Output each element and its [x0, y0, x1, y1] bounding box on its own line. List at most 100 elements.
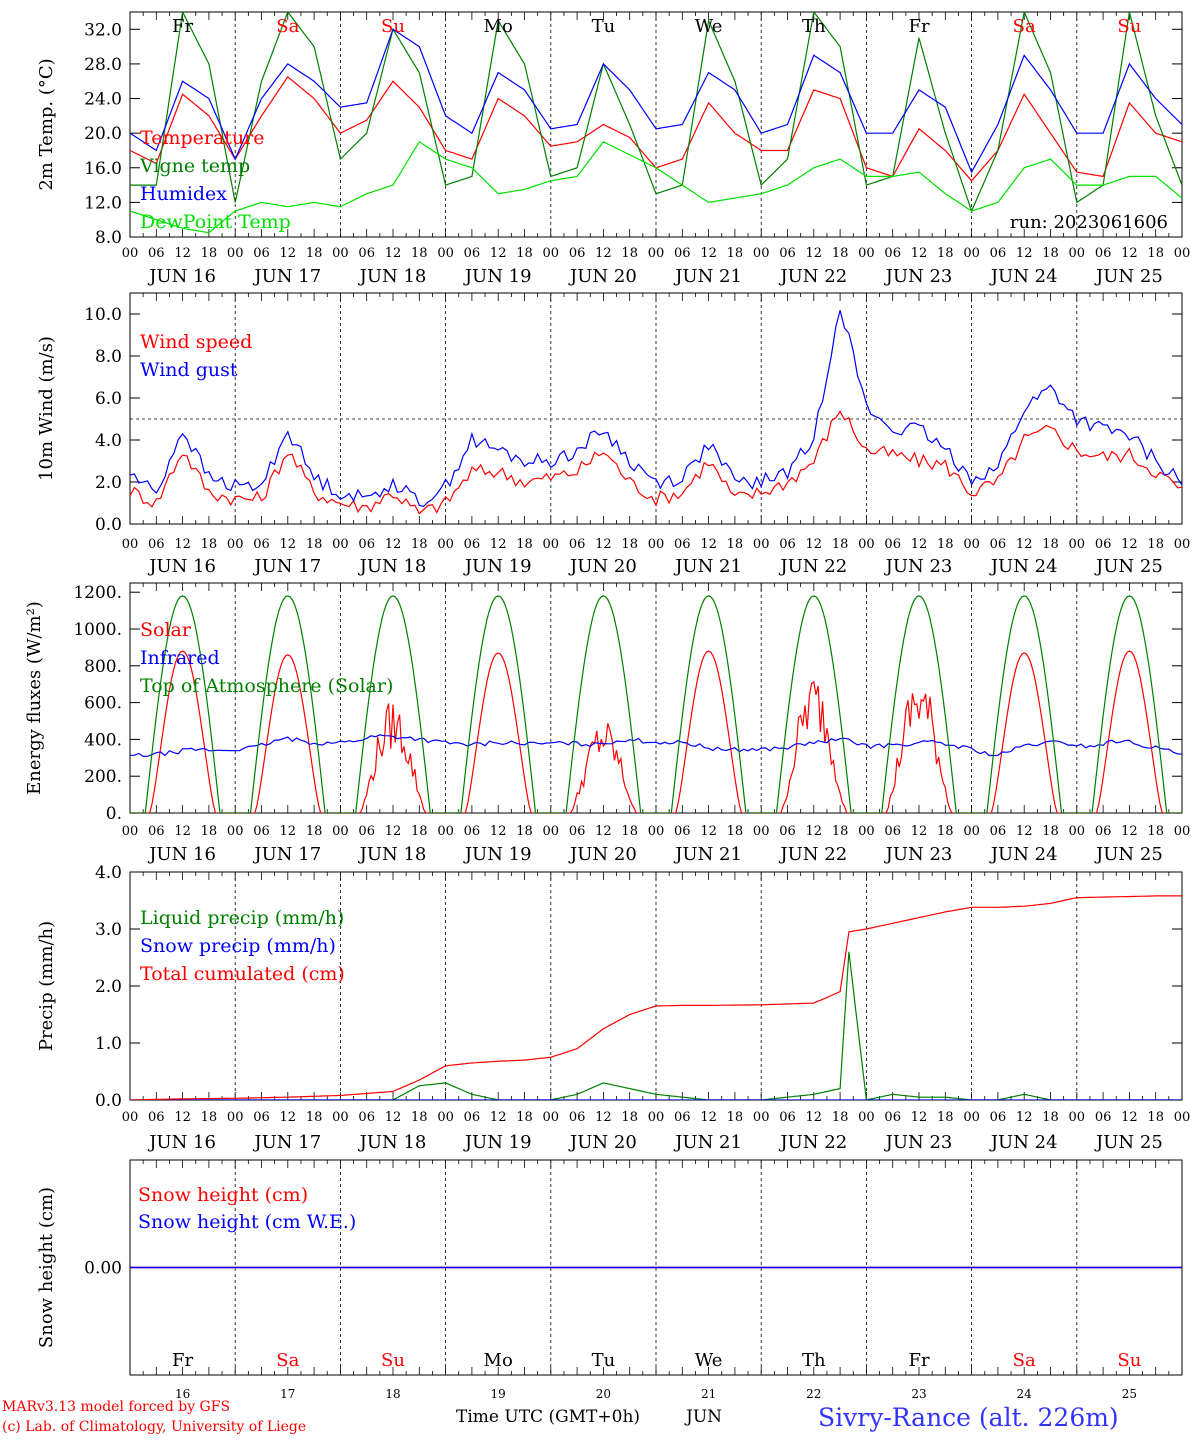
x-hour-label: 12: [1121, 537, 1138, 552]
day-number-label: 19: [491, 1387, 506, 1401]
x-hour-label: 18: [937, 537, 954, 552]
x-hour-label: 00: [543, 537, 560, 552]
x-hour-label: 06: [1095, 537, 1112, 552]
weekday-label: Su: [381, 16, 405, 37]
x-date-label: JUN 16: [147, 266, 216, 287]
x-hour-label: 00: [437, 824, 454, 839]
x-date-label: JUN 24: [989, 844, 1058, 865]
x-hour-label: 00: [1174, 1110, 1191, 1125]
x-hour-label: 00: [227, 246, 244, 261]
x-hour-label: 06: [253, 246, 270, 261]
x-hour-label: 00: [227, 1110, 244, 1125]
x-hour-label: 00: [648, 824, 665, 839]
x-hour-label: 00: [963, 1110, 980, 1125]
x-hour-label: 06: [569, 246, 586, 261]
y-tick-label: 20.0: [84, 124, 122, 144]
x-date-label: JUN 25: [1094, 1132, 1163, 1153]
x-date-label: JUN 25: [1094, 266, 1163, 287]
x-hour-label: 12: [700, 824, 717, 839]
x-hour-label: 06: [779, 246, 796, 261]
x-date-label: JUN 20: [568, 844, 637, 865]
x-hour-label: 00: [437, 1110, 454, 1125]
weekday-label: Su: [1117, 1350, 1141, 1371]
weekday-label: Th: [802, 16, 826, 37]
x-hour-label: 06: [884, 1110, 901, 1125]
copyright-credit: (c) Lab. of Climatology, University of L…: [2, 1419, 307, 1435]
x-date-label: JUN 19: [463, 1132, 532, 1153]
x-hour-label: 18: [411, 824, 428, 839]
series-line: [130, 951, 1182, 1100]
x-date-label: JUN 18: [358, 844, 427, 865]
series-group: [130, 895, 1182, 1100]
series-line: [130, 310, 1182, 508]
x-hour-label: 00: [122, 246, 139, 261]
x-hour-label: 12: [1121, 246, 1138, 261]
x-date-label: JUN 16: [147, 556, 216, 577]
x-hour-label: 00: [1069, 824, 1086, 839]
y-tick-label: 1000.: [73, 620, 122, 640]
x-hour-label: 00: [543, 824, 560, 839]
y-tick-label: 1200.: [73, 583, 122, 603]
x-hour-label: 18: [516, 824, 533, 839]
x-date-label: JUN 21: [673, 266, 742, 287]
x-hour-label: 18: [306, 1110, 323, 1125]
x-hour-label: 12: [174, 824, 191, 839]
day-number-label: 25: [1122, 1387, 1137, 1401]
x-hour-label: 06: [990, 1110, 1007, 1125]
x-hour-label: 12: [280, 537, 297, 552]
x-hour-label: 18: [621, 824, 638, 839]
y-tick-label: 1.0: [95, 1034, 122, 1054]
x-hour-label: 06: [464, 1110, 481, 1125]
legend-entry: Snow height (cm W.E.): [138, 1211, 356, 1233]
x-date-label: JUN 22: [778, 1132, 847, 1153]
legend-entry: Total cumulated (cm): [140, 963, 345, 985]
x-hour-label: 12: [385, 1110, 402, 1125]
x-axis-title: Time UTC (GMT+0h): [456, 1407, 641, 1427]
y-tick-label: 0.00: [84, 1259, 122, 1279]
x-hour-label: 12: [806, 824, 823, 839]
x-hour-label: 00: [543, 246, 560, 261]
x-hour-label: 18: [306, 824, 323, 839]
y-tick-label: 2.0: [95, 473, 122, 493]
x-hour-label: 00: [1174, 537, 1191, 552]
x-hour-label: 18: [621, 1110, 638, 1125]
x-hour-label: 18: [1042, 246, 1059, 261]
day-number-label: 21: [701, 1387, 716, 1401]
x-hour-label: 18: [832, 537, 849, 552]
x-hour-label: 12: [280, 1110, 297, 1125]
legend-entry: Solar: [140, 619, 192, 641]
x-hour-label: 06: [253, 537, 270, 552]
x-hour-label: 00: [648, 1110, 665, 1125]
y-axis-title: Precip (mm/h): [36, 921, 57, 1051]
x-date-label: JUN 22: [778, 266, 847, 287]
x-hour-label: 06: [674, 246, 691, 261]
x-hour-label: 06: [674, 537, 691, 552]
x-hour-label: 18: [411, 537, 428, 552]
x-hour-label: 18: [201, 1110, 218, 1125]
x-hour-label: 06: [358, 246, 375, 261]
x-hour-label: 06: [464, 537, 481, 552]
x-hour-label: 18: [1042, 537, 1059, 552]
x-hour-label: 06: [990, 246, 1007, 261]
series-group: [130, 595, 1182, 813]
x-hour-label: 12: [700, 537, 717, 552]
x-date-label: JUN 23: [884, 844, 953, 865]
y-tick-label: 16.0: [84, 159, 122, 179]
x-hour-label: 12: [490, 537, 507, 552]
weekday-label: We: [695, 16, 723, 37]
y-tick-label: 32.0: [84, 20, 122, 40]
x-date-label: JUN 18: [358, 266, 427, 287]
x-hour-label: 18: [1147, 1110, 1164, 1125]
y-tick-label: 400.: [84, 730, 122, 750]
x-hour-label: 06: [148, 1110, 165, 1125]
x-hour-label: 06: [779, 824, 796, 839]
x-hour-label: 00: [332, 1110, 349, 1125]
x-date-label: JUN 24: [989, 1132, 1058, 1153]
y-axis-title: Energy fluxes (W/m²): [24, 601, 45, 795]
weekday-label: Su: [381, 1350, 405, 1371]
y-axis-title: 2m Temp. (°C): [36, 58, 57, 190]
x-hour-label: 18: [1147, 537, 1164, 552]
y-tick-label: 4.0: [95, 431, 122, 451]
x-hour-label: 18: [411, 246, 428, 261]
x-hour-label: 12: [385, 246, 402, 261]
